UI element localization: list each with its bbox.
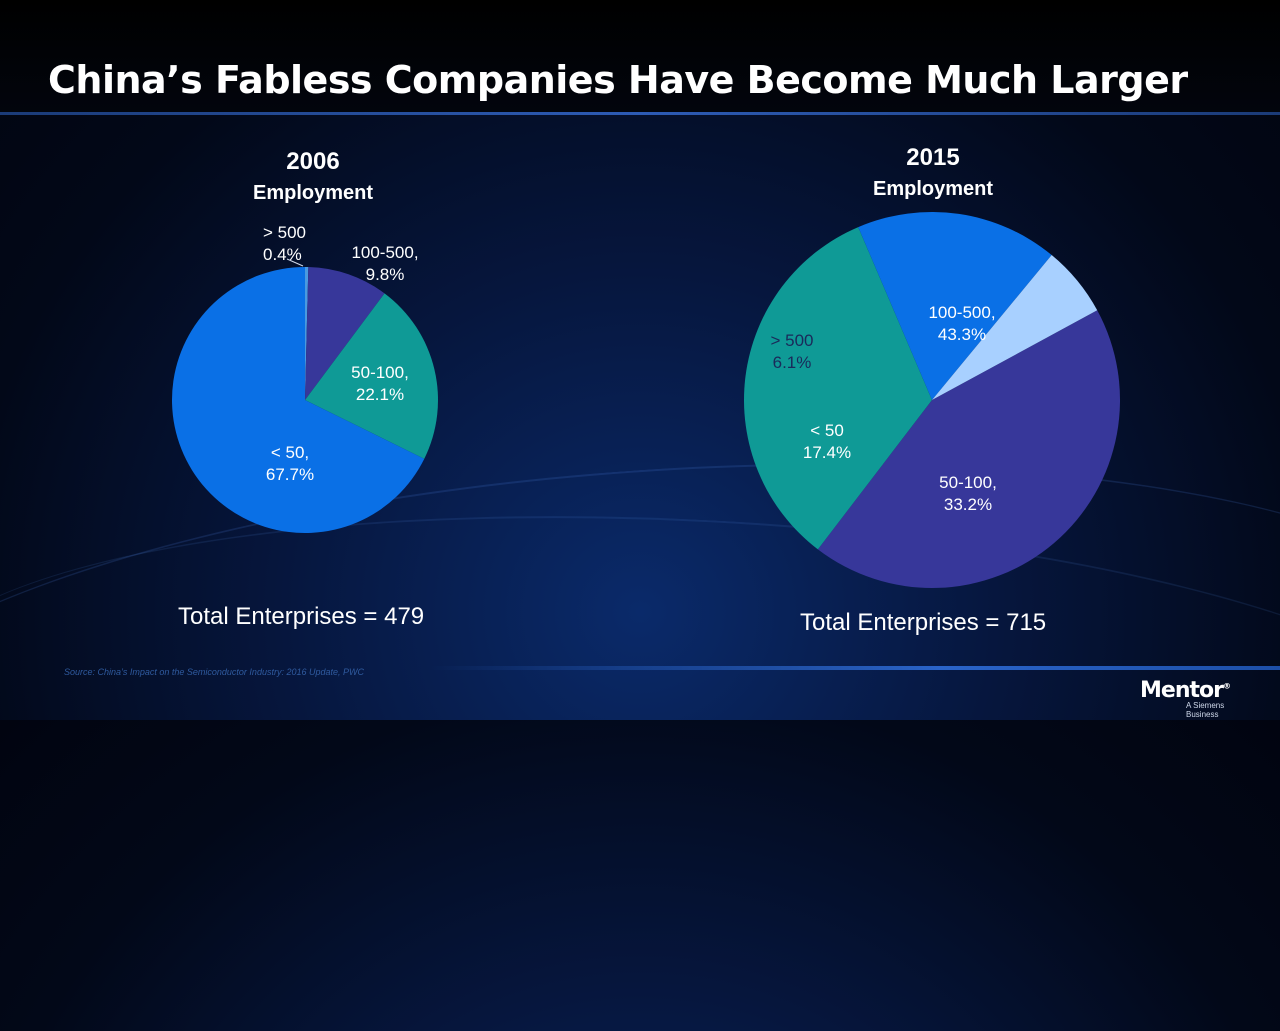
chart-2015-title: 2015 — [906, 144, 960, 171]
chart-2015-total: Total Enterprises = 715 — [800, 609, 1047, 636]
slide-title: China’s Fabless Companies Have Become Mu… — [48, 58, 1188, 102]
source-note: Source: China’s Impact on the Semiconduc… — [64, 667, 364, 677]
pie-2006-slice-50100 — [305, 293, 438, 459]
chart-2006-subtitle: Employment — [252, 182, 374, 204]
pie-2006-label-500: > 500 0.4% — [263, 223, 306, 264]
pie-2006-slice-50 — [171, 267, 425, 533]
pie-2015-label-50100: 50-100, 33.2% — [939, 473, 997, 514]
logo-subtitle: A Siemens Business — [1186, 701, 1225, 719]
chart-2006-total: Total Enterprises = 479 — [178, 603, 425, 630]
pie-2015-label-50: < 50 17.4% — [803, 421, 851, 462]
pie-2015-label-100500: 100-500, 43.3% — [928, 303, 995, 344]
pie-charts: > 500 0.4% 100-500, 9.8% 50-100, 22.1% < 50, 67… — [171, 211, 1121, 589]
pie-2015-label-500: > 500 6.1% — [770, 331, 813, 372]
chart-2015-subtitle: Employment — [872, 178, 994, 200]
pie-2006-slice-100500 — [305, 267, 385, 400]
pie-2015-slice-500 — [932, 255, 1098, 400]
logo-text: Mentor — [1140, 678, 1224, 703]
pie-2006-slice-500 — [305, 267, 309, 400]
mentor-logo: Mentor® A Siemens Business — [1140, 678, 1250, 719]
footer-divider — [430, 666, 1280, 670]
pie-2006-leader-line — [286, 258, 304, 267]
pie-2006-label-100500: 100-500, 9.8% — [351, 243, 418, 284]
title-divider — [0, 112, 1280, 115]
pie-2006-label-50100: 50-100, 22.1% — [351, 363, 409, 404]
pie-2006-label-50: < 50, 67.7% — [266, 443, 314, 484]
pie-2015-slice-50 — [858, 211, 1052, 400]
chart-2006-title: 2006 — [286, 148, 340, 175]
title-bar — [0, 0, 1280, 114]
pie-2015-slice-50100 — [743, 227, 932, 550]
pie-2015-slice-100500 — [817, 310, 1121, 589]
